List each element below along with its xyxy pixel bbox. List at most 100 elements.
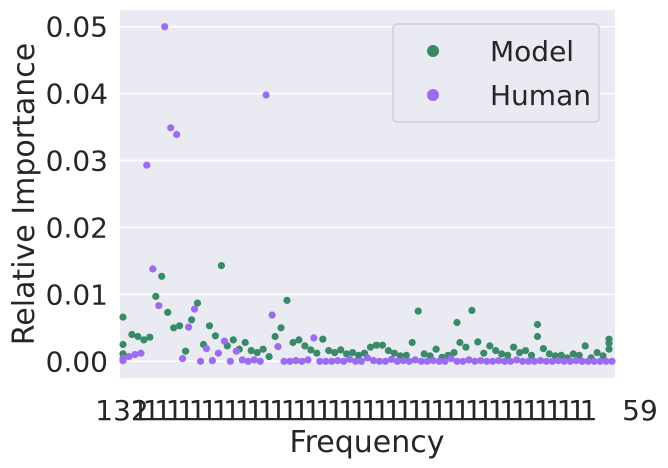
model-point: [575, 351, 583, 359]
y-tick-label: 0.04: [46, 78, 108, 111]
x-tick-label: 1: [258, 394, 276, 427]
model-point: [557, 351, 565, 359]
human-point: [352, 357, 360, 365]
model-point: [593, 349, 601, 357]
human-point: [155, 302, 163, 310]
model-point: [545, 350, 554, 358]
x-tick-label: 1: [568, 394, 586, 427]
model-point: [188, 316, 196, 324]
x-tick-label: 1: [281, 394, 299, 427]
model-point: [521, 347, 530, 355]
human-point: [554, 357, 562, 365]
model-point: [599, 352, 607, 360]
human-point: [465, 356, 473, 364]
human-point: [453, 357, 461, 365]
model-point: [119, 340, 127, 349]
human-point: [202, 345, 211, 353]
model-point: [504, 351, 512, 359]
human-point: [536, 357, 545, 365]
human-point: [328, 357, 336, 365]
human-point: [489, 357, 497, 365]
model-point: [205, 322, 214, 330]
human-point: [483, 357, 491, 365]
x-tick-label: 1: [292, 394, 310, 427]
x-tick-label: 1: [476, 394, 494, 427]
human-point: [304, 356, 312, 364]
human-point: [322, 357, 330, 365]
x-tick-label: 1: [465, 394, 483, 427]
x-tick-label: 1: [373, 394, 391, 427]
x-tick-label: 1: [442, 394, 460, 427]
model-point: [414, 307, 422, 315]
x-tick-label: 1: [189, 394, 207, 427]
y-tick-label: 0.01: [46, 278, 108, 311]
x-tick-label: 1: [338, 394, 356, 427]
model-point: [277, 324, 285, 332]
human-point: [393, 357, 401, 365]
y-tick-label: 0.02: [46, 211, 108, 244]
human-point: [131, 351, 139, 359]
human-point: [578, 357, 586, 365]
x-tick-label: 1: [453, 394, 471, 427]
model-point: [453, 318, 461, 327]
human-point: [167, 124, 175, 132]
y-tick-labels: 0.00 0.01 0.02 0.03 0.04 0.05: [46, 11, 108, 379]
human-point: [387, 355, 395, 363]
human-point: [566, 357, 574, 365]
human-point: [190, 305, 199, 313]
model-point: [229, 336, 237, 344]
human-point: [262, 91, 270, 99]
human-point: [280, 357, 288, 365]
model-point: [581, 342, 589, 350]
x-tick-label: 1: [315, 394, 333, 427]
x-tick-label: 1: [534, 394, 552, 427]
human-point: [608, 357, 616, 365]
x-tick-labels: 132 59 111111111111111111111111111111111…: [95, 394, 658, 427]
model-point: [539, 345, 548, 353]
y-tick-label: 0.05: [46, 11, 108, 44]
model-point: [450, 349, 458, 357]
human-point: [208, 357, 216, 365]
model-point: [170, 324, 178, 332]
model-point: [408, 338, 416, 347]
x-tick-label: 1: [235, 394, 253, 427]
model-point: [211, 332, 219, 340]
model-point: [319, 335, 327, 343]
legend-box: [392, 23, 600, 123]
human-point: [161, 23, 169, 31]
model-point: [349, 349, 357, 357]
human-point: [238, 356, 246, 364]
model-point: [176, 322, 184, 330]
human-point: [596, 357, 604, 365]
model-point: [605, 339, 613, 347]
human-point: [524, 357, 533, 365]
x-tick-label: 1: [223, 394, 241, 427]
human-point: [298, 357, 306, 365]
x-tick-label-left: 132: [95, 394, 148, 427]
human-point: [507, 357, 515, 365]
human-point: [519, 357, 527, 365]
model-point: [140, 336, 148, 344]
model-point: [468, 306, 476, 314]
model-point: [402, 351, 410, 359]
model-point: [509, 343, 518, 351]
model-point: [325, 347, 333, 355]
human-point: [363, 354, 372, 362]
model-point: [527, 351, 536, 359]
human-point: [340, 357, 348, 365]
x-tick-label: 1: [522, 394, 540, 427]
human-point: [143, 161, 151, 169]
human-point: [399, 357, 407, 365]
x-tick-label: 1: [350, 394, 368, 427]
x-tick-label: 1: [488, 394, 506, 427]
model-point: [372, 341, 380, 349]
model-point: [301, 342, 309, 350]
model-point: [217, 262, 225, 270]
x-tick-label: 1: [407, 394, 425, 427]
model-point: [569, 350, 577, 358]
x-tick-label: 1: [166, 394, 184, 427]
model-point: [337, 346, 345, 354]
model-point: [605, 345, 613, 353]
legend-marker-human: [427, 89, 439, 101]
human-point: [119, 357, 127, 365]
